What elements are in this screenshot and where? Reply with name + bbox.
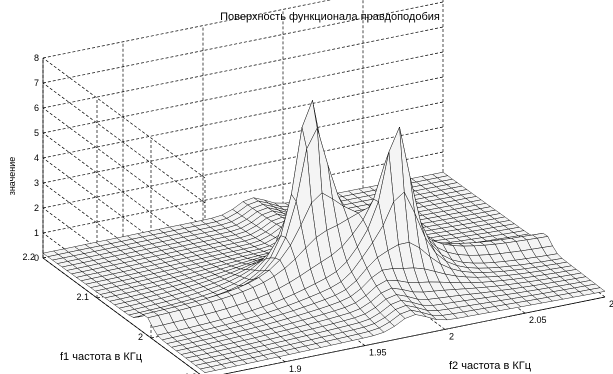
surface-mesh: [42, 99, 606, 373]
x-tick-label: 2: [449, 331, 454, 341]
z-tick-label: 8: [34, 53, 39, 63]
surface-cell: [199, 366, 217, 373]
x-tick-label: 2.05: [529, 315, 547, 325]
y-axis-line: [42, 257, 201, 374]
z-tick-label: 3: [34, 178, 39, 188]
left-wall-gridline: [42, 157, 206, 279]
x-tick-label: 1.9: [289, 364, 302, 374]
z-tick-label: 5: [34, 128, 39, 138]
back-wall-gridline: [42, 0, 332, 59]
back-wall-gridline: [42, 26, 444, 109]
z-axis-label: значение: [7, 157, 17, 196]
x-tick-label: 2.1: [609, 299, 613, 309]
y-tick-label: 2: [138, 332, 143, 342]
left-wall-gridline: [42, 82, 206, 204]
y-axis-label: f1 частота в КГц: [60, 351, 143, 363]
z-tick-label: 1: [34, 228, 39, 238]
z-tick-label: 2: [34, 203, 39, 213]
back-wall-gridline: [42, 76, 444, 159]
back-wall-gridline: [42, 1, 444, 84]
x-tick-label: 1.95: [369, 348, 387, 358]
y-tick-label: 2.2: [22, 252, 35, 262]
left-wall-gridline: [42, 107, 206, 229]
back-wall-gridline: [42, 101, 444, 184]
chart-title: Поверхность функционала правдоподобия: [220, 11, 440, 23]
back-wall-gridline: [42, 51, 444, 134]
y-tick-label: 2.1: [76, 292, 89, 302]
z-tick-label: 0: [34, 253, 39, 263]
x-axis-line: [222, 296, 606, 374]
z-tick-label: 7: [34, 78, 39, 88]
back-wall-gridline: [42, 151, 444, 234]
left-wall-gridline: [42, 132, 206, 254]
y-tick-label: 1.9: [184, 372, 197, 374]
back-wall-gridline: [42, 126, 444, 209]
left-wall-gridline: [42, 57, 206, 179]
z-tick-label: 4: [34, 153, 39, 163]
x-axis-label: f2 частота в КГц: [449, 360, 532, 372]
z-tick-label: 6: [34, 103, 39, 113]
